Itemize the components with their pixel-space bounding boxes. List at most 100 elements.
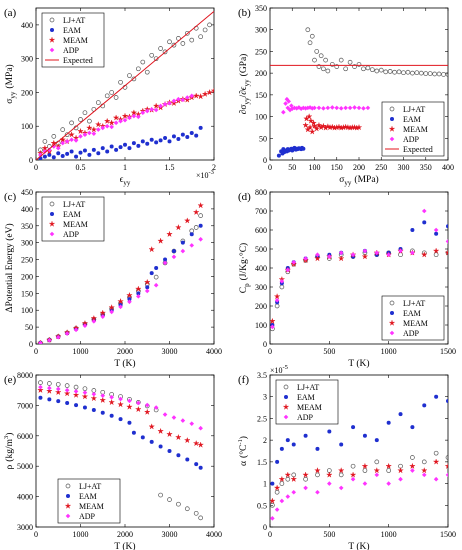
data-point — [121, 112, 129, 119]
data-point — [397, 467, 404, 474]
data-point — [167, 100, 172, 106]
data-point — [361, 462, 369, 470]
series-expected — [36, 10, 214, 160]
legend-swatch — [388, 125, 396, 132]
data-point — [198, 515, 203, 521]
y-tick-label: 300 — [255, 26, 267, 35]
data-point — [410, 228, 415, 232]
data-point — [270, 497, 276, 504]
data-point — [314, 467, 321, 474]
data-point — [145, 285, 150, 290]
series-layer — [37, 202, 204, 344]
y-axis-label-sup: 3 — [3, 436, 10, 439]
data-point — [302, 471, 309, 478]
data-point — [285, 494, 291, 499]
data-point — [421, 208, 427, 214]
x-tick-label: 3000 — [162, 347, 178, 356]
data-point — [285, 105, 291, 111]
data-point — [60, 127, 66, 132]
data-point — [189, 130, 194, 135]
data-point — [68, 131, 75, 138]
y-axis-label-sub: yy — [9, 91, 17, 99]
series-meam — [270, 458, 448, 504]
data-point — [41, 144, 49, 152]
data-point — [201, 90, 209, 97]
data-point — [274, 303, 280, 309]
data-point — [108, 398, 115, 406]
data-point — [55, 386, 61, 392]
y-axis-label: ∂σyy/∂ϵyy(GPa) — [238, 54, 251, 115]
data-point — [315, 121, 323, 129]
data-point — [90, 394, 98, 402]
data-point — [91, 319, 97, 324]
data-point — [94, 121, 102, 128]
data-point — [398, 248, 403, 254]
data-point — [153, 405, 159, 410]
y-tick-label: 4000 — [17, 493, 33, 502]
data-point — [279, 481, 285, 486]
data-point — [60, 140, 65, 146]
data-point — [117, 297, 124, 305]
data-point — [184, 30, 190, 36]
legend-label: ADP — [403, 135, 420, 144]
panel-f: 0 500 1000 1500 0 0.5 1 1.5 2 2.5 3 3.5×10-5 T (K) α (… — [237, 364, 456, 550]
x-tick-label: 4000 — [206, 530, 222, 539]
y-tick-label: 50 — [25, 323, 33, 332]
data-point — [270, 317, 276, 325]
data-point — [167, 39, 172, 45]
data-point — [42, 154, 47, 159]
data-point — [312, 105, 317, 111]
series-lj-at — [38, 380, 203, 521]
data-point — [77, 127, 84, 135]
data-point — [433, 476, 439, 482]
data-point — [109, 309, 114, 315]
data-point — [118, 145, 123, 150]
data-point — [136, 114, 141, 120]
data-point — [278, 475, 286, 483]
data-point — [305, 113, 313, 120]
data-point — [176, 96, 181, 102]
x-tick-label: 100 — [309, 163, 321, 172]
legend-label: MEAM — [403, 319, 428, 328]
data-point — [127, 297, 132, 302]
data-point — [307, 117, 315, 124]
data-point — [47, 397, 52, 402]
data-point — [410, 425, 415, 430]
data-point — [446, 399, 448, 404]
data-point — [398, 476, 403, 482]
data-point — [73, 389, 79, 394]
data-point — [149, 271, 154, 276]
y-axis-label-main: ΔPotential Energy (eV) — [4, 223, 15, 312]
data-point — [290, 475, 298, 483]
data-point — [194, 462, 199, 467]
y-tick-label: 400 — [21, 21, 33, 30]
data-point — [270, 324, 275, 330]
x-axis-label-main: T (K) — [348, 541, 369, 550]
x-exponent-base: ×10 — [196, 171, 209, 180]
legend-swatch — [284, 395, 288, 399]
data-point — [47, 337, 52, 343]
data-point — [444, 249, 448, 256]
legend-label: LJ+AT — [63, 16, 85, 25]
data-point — [383, 69, 389, 75]
data-point — [176, 453, 181, 458]
series-lj-at — [38, 22, 212, 153]
data-point — [298, 106, 304, 112]
series-layer — [270, 394, 448, 521]
data-point — [82, 405, 87, 410]
data-point — [109, 144, 114, 149]
y-axis-label-sub: p — [243, 283, 251, 287]
data-point — [47, 385, 52, 391]
data-point — [56, 151, 61, 156]
data-point — [343, 105, 348, 111]
data-point — [337, 254, 345, 262]
data-point — [274, 507, 280, 512]
data-point — [143, 278, 151, 286]
data-point — [192, 92, 200, 99]
y-tick-label: 0 — [263, 523, 267, 532]
legend-label: MEAM — [63, 220, 88, 229]
data-point — [386, 481, 391, 486]
x-tick-label: 0 — [34, 347, 38, 356]
data-point — [197, 441, 204, 448]
